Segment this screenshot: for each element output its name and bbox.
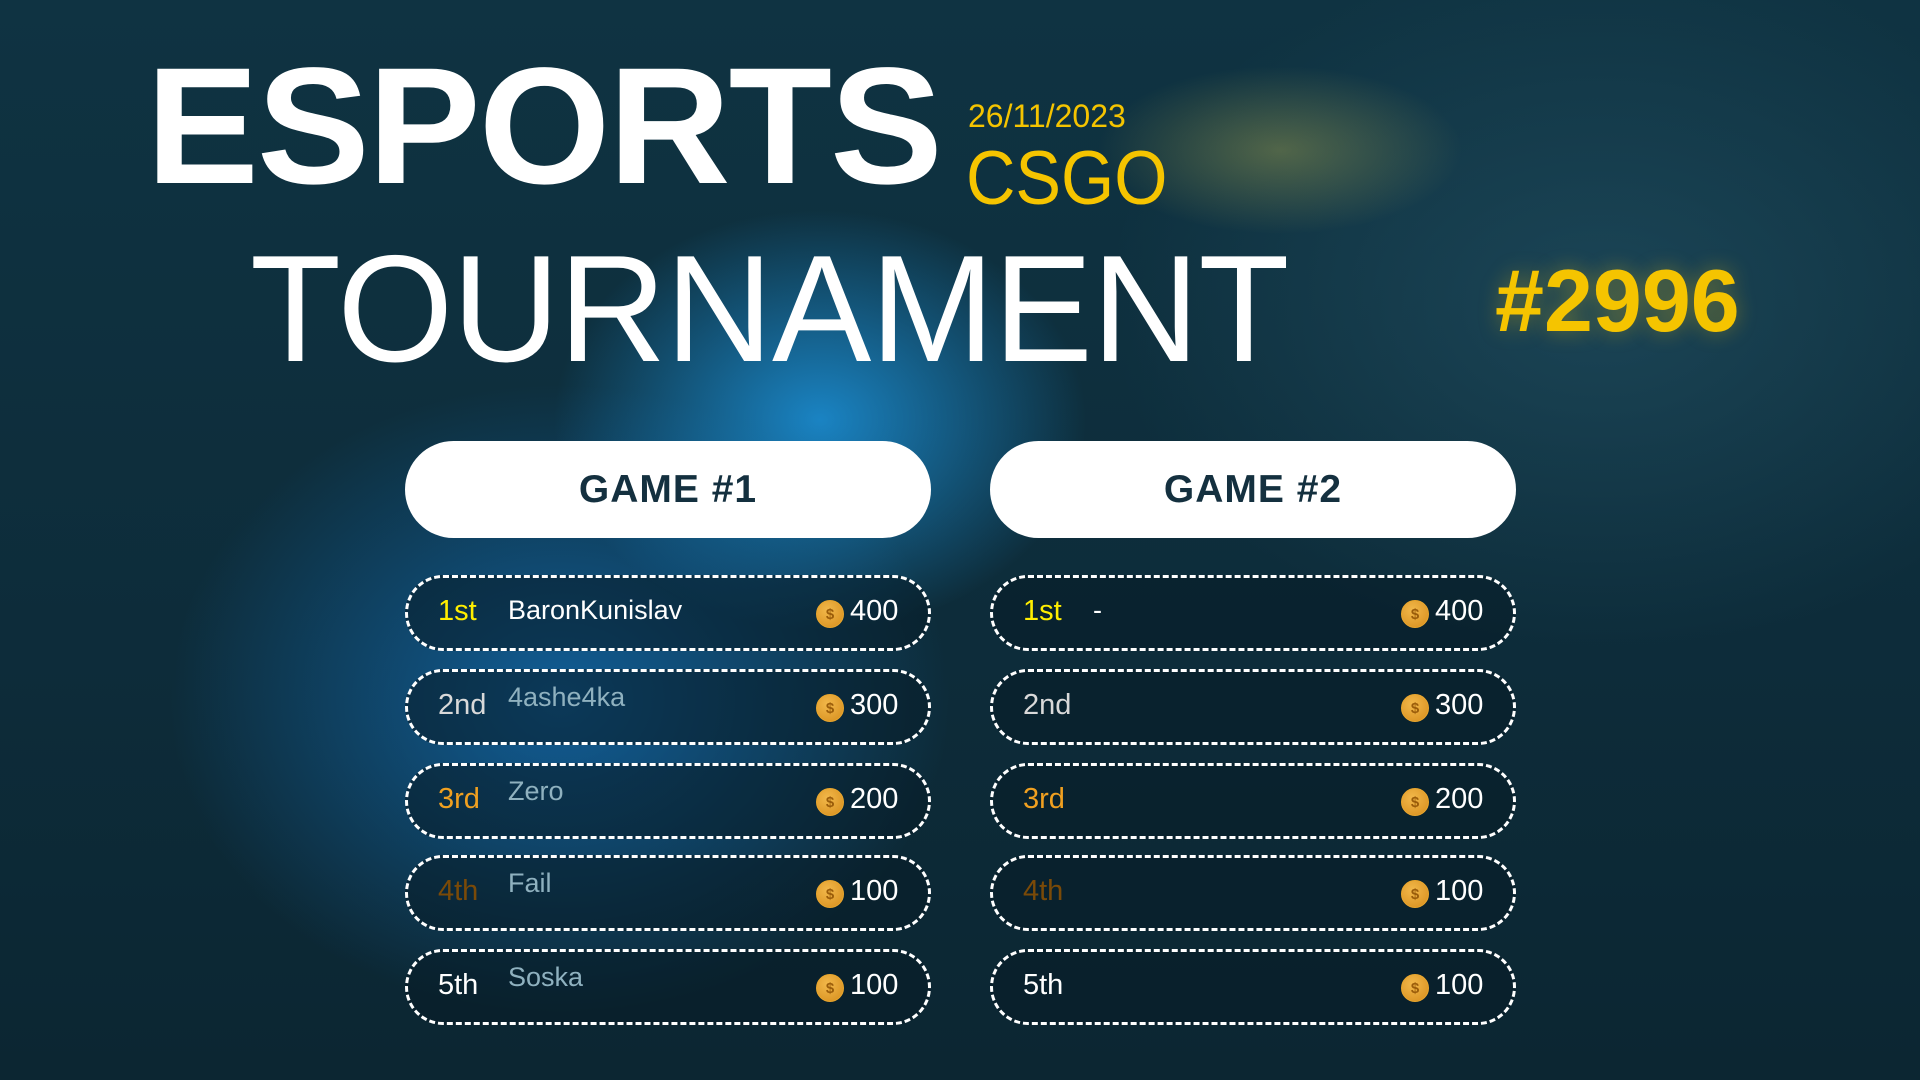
rank-label: 3rd: [438, 783, 480, 815]
prize-amount: 100: [1435, 875, 1484, 907]
dollar-coin-icon: $: [1401, 974, 1429, 1002]
prize-amount: 100: [850, 875, 899, 907]
dollar-coin-icon: $: [1401, 694, 1429, 722]
dollar-coin-icon: $: [816, 880, 844, 908]
leaderboard-row: 4th Fail $ 100: [405, 855, 931, 931]
player-name: Soska: [508, 962, 584, 992]
player-name: 4ashe4ka: [508, 682, 626, 712]
rank-label: 5th: [1023, 969, 1064, 1001]
prize-amount: 400: [850, 595, 899, 627]
title-esports: ESPORTS: [146, 34, 943, 219]
game-1-column: GAME #1 1st BaronKunislav $ 400 2nd 4ash…: [405, 441, 931, 1025]
leaderboard-row: 5th Soska $ 100: [405, 949, 931, 1025]
prize-amount: 100: [850, 969, 899, 1001]
leaderboard-row: 5th $ 100: [990, 949, 1516, 1025]
leaderboard-row: 4th $ 100: [990, 855, 1516, 931]
dollar-coin-icon: $: [1401, 600, 1429, 628]
rank-label: 4th: [1023, 875, 1064, 907]
rank-label: 4th: [438, 875, 479, 907]
dollar-coin-icon: $: [816, 600, 844, 628]
rank-label: 5th: [438, 969, 479, 1001]
rank-label: 1st: [1023, 595, 1062, 627]
player-name: Zero: [508, 776, 564, 806]
player-name: BaronKunislav: [508, 595, 683, 625]
leaderboard-row: 2nd 4ashe4ka $ 300: [405, 669, 931, 745]
leaderboard-row: 1st BaronKunislav $ 400: [405, 575, 931, 651]
leaderboard-row: 2nd $ 300: [990, 669, 1516, 745]
tournament-id: #2996: [1495, 251, 1740, 350]
prize-amount: 200: [850, 783, 899, 815]
player-name: Fail: [508, 868, 552, 898]
game-header: GAME #2: [990, 441, 1516, 538]
title-tournament: TOURNAMENT: [250, 224, 1289, 394]
dollar-coin-icon: $: [1401, 880, 1429, 908]
prize-amount: 300: [1435, 689, 1484, 721]
dollar-coin-icon: $: [1401, 788, 1429, 816]
leaderboard-row: 3rd Zero $ 200: [405, 763, 931, 839]
prize-amount: 400: [1435, 595, 1484, 627]
rank-label: 3rd: [1023, 783, 1065, 815]
player-name: -: [1093, 595, 1102, 625]
rank-label: 1st: [438, 595, 477, 627]
game-header: GAME #1: [405, 441, 931, 538]
rank-label: 2nd: [1023, 689, 1072, 721]
prize-amount: 300: [850, 689, 899, 721]
prize-amount: 100: [1435, 969, 1484, 1001]
prize-amount: 200: [1435, 783, 1484, 815]
game-name: CSGO: [966, 136, 1168, 221]
rank-label: 2nd: [438, 689, 487, 721]
dollar-coin-icon: $: [816, 974, 844, 1002]
dollar-coin-icon: $: [816, 788, 844, 816]
dollar-coin-icon: $: [816, 694, 844, 722]
game-2-column: GAME #2 1st - $ 400 2nd $ 300 3rd $ 200 …: [990, 441, 1516, 1025]
event-date: 26/11/2023: [968, 98, 1126, 134]
leaderboard-row: 1st - $ 400: [990, 575, 1516, 651]
leaderboard-row: 3rd $ 200: [990, 763, 1516, 839]
